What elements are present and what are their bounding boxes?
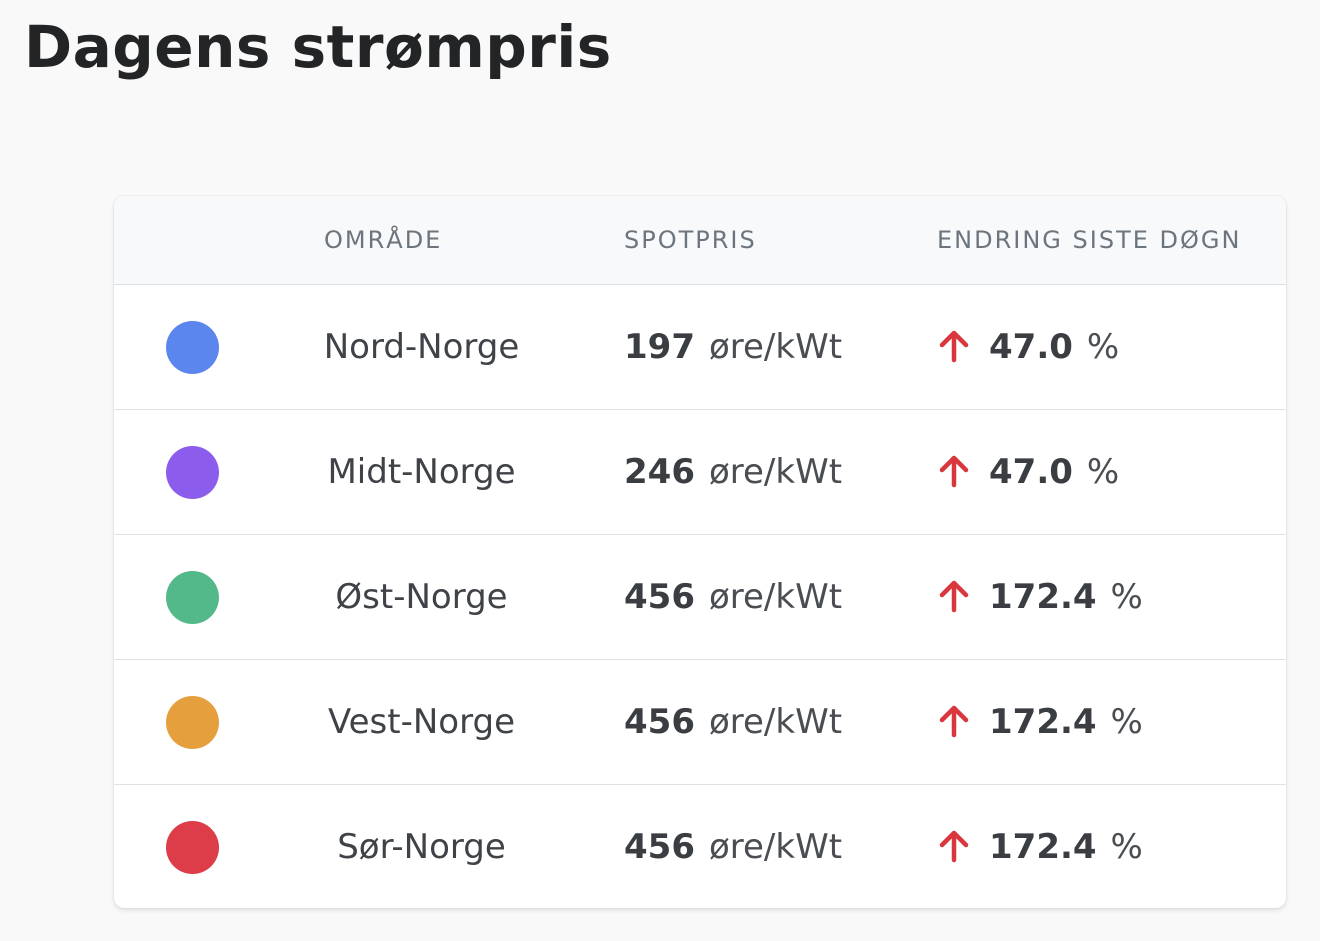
arrow-up-icon xyxy=(939,330,969,362)
price-change: 172.4% xyxy=(937,535,1143,659)
area-color-dot xyxy=(166,321,219,374)
price-change-value: 172.4 xyxy=(989,827,1097,867)
column-header-spot-price[interactable]: SPOTPRIS xyxy=(624,226,757,254)
arrow-up-icon xyxy=(939,455,969,487)
arrow-up-icon xyxy=(939,580,969,612)
price-change-value: 172.4 xyxy=(989,702,1097,742)
spot-price-unit: øre/kWt xyxy=(708,827,843,867)
arrow-up-icon xyxy=(939,705,969,737)
spot-price-value: 456 xyxy=(624,702,695,742)
spot-price-value: 456 xyxy=(624,577,695,617)
area-name: Øst-Norge xyxy=(335,577,508,617)
table-row[interactable]: Vest-Norge 456 øre/kWt 172.4% xyxy=(114,660,1286,785)
price-change-unit: % xyxy=(1086,452,1120,492)
area-name: Midt-Norge xyxy=(327,452,516,492)
area-color-dot xyxy=(166,571,219,624)
table-row[interactable]: Nord-Norge 197 øre/kWt 47.0% xyxy=(114,285,1286,410)
price-change-unit: % xyxy=(1086,327,1120,367)
table-row[interactable]: Midt-Norge 246 øre/kWt 47.0% xyxy=(114,410,1286,535)
price-table: OMRÅDE SPOTPRIS ENDRING SISTE DØGN Nord-… xyxy=(114,196,1286,908)
price-change-unit: % xyxy=(1110,827,1143,867)
price-change: 172.4% xyxy=(937,785,1143,908)
page-title: Dagens strømpris xyxy=(24,13,612,81)
spot-price-value: 197 xyxy=(624,327,695,367)
area-name: Nord-Norge xyxy=(323,327,520,367)
spot-price: 197 øre/kWt xyxy=(624,285,842,409)
area-name: Vest-Norge xyxy=(328,702,515,742)
spot-price-unit: øre/kWt xyxy=(708,577,843,617)
price-change-value: 47.0 xyxy=(989,327,1073,367)
price-change: 47.0% xyxy=(937,410,1119,534)
table-row[interactable]: Øst-Norge 456 øre/kWt 172.4% xyxy=(114,535,1286,660)
price-change-unit: % xyxy=(1110,702,1143,742)
area-name: Sør-Norge xyxy=(337,827,506,867)
price-change: 172.4% xyxy=(937,660,1143,784)
column-header-change[interactable]: ENDRING SISTE DØGN xyxy=(937,226,1242,254)
spot-price: 456 øre/kWt xyxy=(624,660,842,784)
spot-price-unit: øre/kWt xyxy=(708,327,843,367)
spot-price-value: 246 xyxy=(624,452,695,492)
spot-price: 456 øre/kWt xyxy=(624,535,842,659)
price-change-unit: % xyxy=(1110,577,1143,617)
arrow-up-icon xyxy=(939,830,969,862)
table-row[interactable]: Sør-Norge 456 øre/kWt 172.4% xyxy=(114,785,1286,908)
spot-price-unit: øre/kWt xyxy=(708,702,843,742)
spot-price: 456 øre/kWt xyxy=(624,785,842,908)
area-color-dot xyxy=(166,696,219,749)
price-change: 47.0% xyxy=(937,285,1119,409)
spot-price-unit: øre/kWt xyxy=(708,452,843,492)
price-change-value: 172.4 xyxy=(989,577,1097,617)
spot-price-value: 456 xyxy=(624,827,695,867)
price-change-value: 47.0 xyxy=(989,452,1073,492)
area-color-dot xyxy=(166,446,219,499)
area-color-dot xyxy=(166,821,219,874)
column-header-area[interactable]: OMRÅDE xyxy=(324,226,443,254)
spot-price: 246 øre/kWt xyxy=(624,410,842,534)
table-header: OMRÅDE SPOTPRIS ENDRING SISTE DØGN xyxy=(114,196,1286,285)
